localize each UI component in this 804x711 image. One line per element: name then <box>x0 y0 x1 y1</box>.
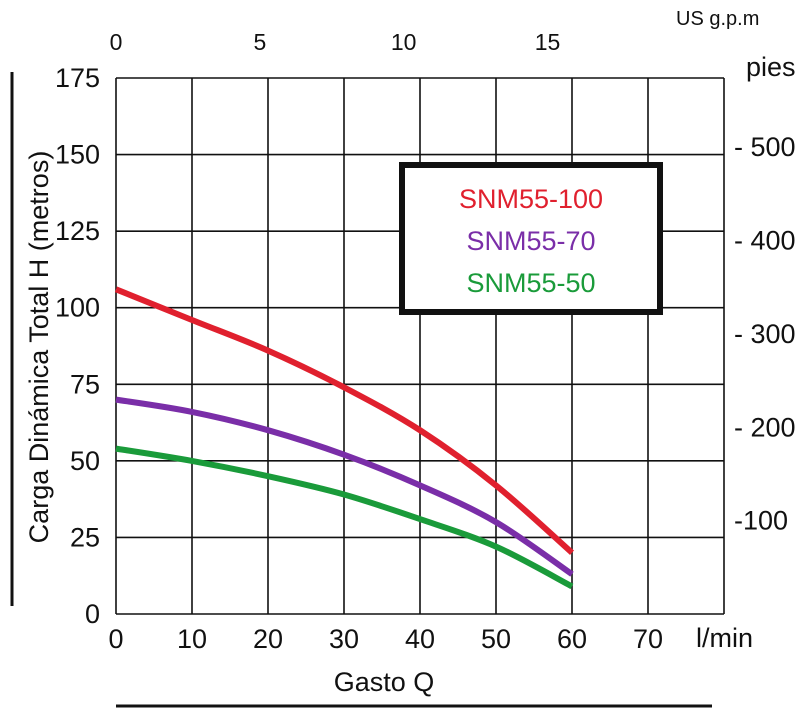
legend-entry-snm55-100: SNM55-100 <box>459 184 603 214</box>
y-tick-label-5: 125 <box>55 216 100 246</box>
y-tick-label-1: 25 <box>70 522 100 552</box>
legend-box <box>399 162 663 315</box>
x-tick-label-1: 10 <box>177 624 207 654</box>
x-tick-label-5: 50 <box>481 624 511 654</box>
right-tick-label-0: -100 <box>734 506 788 536</box>
x-tick-label-0: 0 <box>108 624 123 654</box>
right-tick-label-2: - 300 <box>734 319 796 349</box>
y-axis-title: Carga Dinámica Total H (metros) <box>24 151 54 544</box>
y-tick-label-3: 75 <box>70 369 100 399</box>
x-tick-label-2: 20 <box>253 624 283 654</box>
x-axis-title: Gasto Q <box>334 667 435 697</box>
right-tick-label-1: - 200 <box>734 412 796 442</box>
series-line-snm55-100 <box>114 286 574 555</box>
series-line-snm55-70 <box>115 396 574 577</box>
y-tick-label-0: 0 <box>85 599 100 629</box>
right-tick-label-3: - 400 <box>734 226 796 256</box>
top-tick-label-3: 15 <box>535 29 561 55</box>
series-layer <box>114 286 574 590</box>
ticks-layer: 0 10 20 30 40 50 60 70 0 25 50 75 100 125 150 175 0 5 10 15… <box>55 29 796 654</box>
right-tick-label-4: - 500 <box>734 132 796 162</box>
series-line-snm55-50 <box>115 445 574 590</box>
legend-entry-snm55-50: SNM55-50 <box>466 268 595 298</box>
legend-entry-snm55-70: SNM55-70 <box>466 226 595 256</box>
top-axis-unit: US g.p.m <box>676 8 759 30</box>
y-tick-label-2: 50 <box>70 446 100 476</box>
right-axis-unit: pies <box>746 52 796 82</box>
top-tick-label-2: 10 <box>391 29 417 55</box>
top-tick-label-0: 0 <box>110 29 123 55</box>
legend: SNM55-100 SNM55-70 SNM55-50 <box>399 162 663 315</box>
x-tick-label-3: 30 <box>329 624 359 654</box>
top-tick-label-1: 5 <box>253 29 266 55</box>
y-tick-label-6: 150 <box>55 140 100 170</box>
x-tick-label-7: 70 <box>633 624 663 654</box>
y-tick-label-4: 100 <box>55 293 100 323</box>
x-tick-label-6: 60 <box>557 624 587 654</box>
x-axis-unit: l/min <box>696 623 753 653</box>
y-tick-label-7: 175 <box>55 63 100 93</box>
grid <box>115 77 725 615</box>
x-tick-label-4: 40 <box>405 624 435 654</box>
